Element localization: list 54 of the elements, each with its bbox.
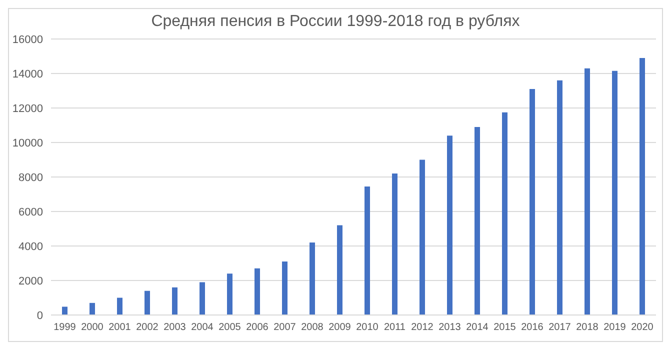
x-tick-label: 2014	[466, 322, 489, 334]
bar	[392, 174, 398, 315]
x-tick-label: 2018	[576, 322, 599, 334]
x-tick-label: 2020	[631, 322, 654, 334]
x-tick-label: 2010	[356, 322, 379, 334]
x-tick-label: 2001	[108, 322, 132, 334]
x-tick-label: 2002	[136, 322, 159, 334]
bar	[310, 242, 315, 315]
x-tick-label: 2017	[548, 322, 572, 334]
x-tick-label: 2011	[384, 322, 406, 334]
bar	[447, 136, 452, 315]
x-tick-label: 2004	[191, 322, 214, 334]
bar	[90, 302, 95, 315]
y-tick-label: 2000	[18, 275, 43, 288]
x-tick-label: 2000	[81, 322, 104, 334]
bar	[640, 58, 645, 315]
x-tick-label: 2007	[274, 322, 296, 334]
x-tick-label: 1999	[54, 322, 76, 334]
x-tick-label: 2016	[521, 322, 544, 334]
bar	[584, 68, 590, 315]
y-tick-label: 6000	[18, 206, 43, 218]
y-tick-label: 12000	[12, 102, 43, 115]
y-tick-label: 8000	[18, 172, 43, 184]
x-tick-label: 2003	[164, 322, 186, 334]
y-tick-label: 16000	[12, 34, 43, 46]
bar	[612, 70, 618, 315]
x-tick-label: 2005	[218, 322, 242, 334]
x-tick-label: 2013	[438, 322, 462, 334]
x-tick-label: 2019	[604, 322, 626, 334]
chart-title: Средняя пенсия в России 1999-2018 год в рублях	[150, 12, 521, 32]
bar	[144, 290, 150, 315]
bar	[254, 268, 260, 315]
bar	[62, 306, 68, 315]
x-tick-label: 2012	[411, 322, 434, 334]
bar	[474, 126, 480, 315]
x-tick-label: 2008	[301, 322, 324, 334]
y-tick-label: 14000	[12, 68, 43, 80]
bar	[117, 298, 122, 315]
x-tick-label: 2015	[494, 322, 516, 334]
x-tick-label: 2006	[246, 322, 269, 334]
bar	[530, 89, 535, 315]
bar	[337, 225, 342, 315]
bar	[227, 274, 232, 315]
y-tick-label: 4000	[18, 240, 43, 253]
bar	[172, 287, 178, 315]
bar	[364, 186, 370, 315]
bar	[502, 112, 508, 315]
bar	[200, 282, 205, 315]
y-tick-label: 0	[36, 310, 43, 322]
bar	[420, 160, 425, 315]
bar	[282, 262, 288, 315]
bar	[557, 80, 562, 315]
x-tick-label: 2009	[328, 322, 352, 334]
y-tick-label: 10000	[12, 137, 43, 150]
